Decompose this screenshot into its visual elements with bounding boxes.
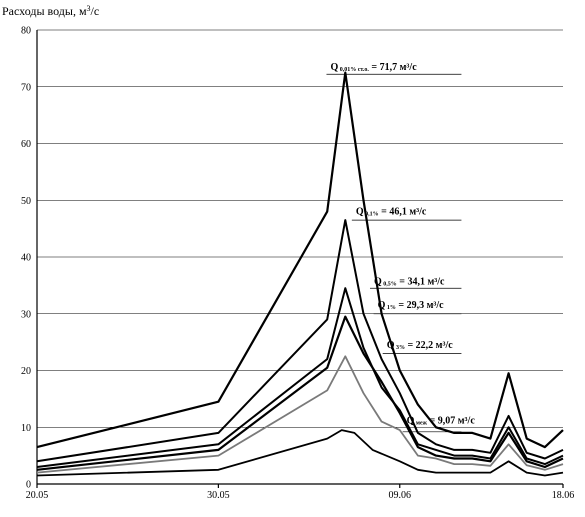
y-axis-title: Расходы воды, м3/с — [2, 4, 99, 18]
x-tick-label: 18.06 — [552, 490, 575, 501]
series-line-6 — [36, 429, 564, 477]
series-line-4 — [36, 315, 564, 471]
annotation-label: Q 0,01% ст.о. = 71,7 м³/с — [330, 62, 417, 73]
y-tick-labels: 0 10 20 30 40 50 60 70 80 — [21, 26, 31, 491]
x-tick-label: 09.06 — [389, 490, 412, 501]
annotation-label: Q 0,5% = 34,1 м³/с — [374, 276, 445, 287]
grid-lines — [37, 29, 563, 428]
annotation-label: Q 0,1% = 46,1 м³/с — [356, 207, 427, 218]
annotation-label: Q 3% = 22,2 м³/с — [387, 340, 454, 351]
axes — [36, 30, 563, 485]
series-lines — [36, 71, 564, 477]
y-tick-label: 50 — [21, 196, 31, 207]
y-tick-label: 0 — [26, 480, 31, 491]
annotation-label: Q меж = 9,07 м³/с — [407, 415, 476, 426]
y-tick-label: 70 — [21, 82, 31, 93]
annotation-label: Q 1% = 29,3 м³/с — [378, 300, 445, 311]
y-tick-label: 40 — [21, 253, 31, 264]
series-line-2 — [36, 219, 564, 463]
y-tick-label: 80 — [21, 26, 31, 37]
series-line-3 — [36, 287, 564, 468]
annotations: Q 0,01% ст.о. = 71,7 м³/с Q 0,1% = 46,1 м… — [326, 62, 476, 433]
y-tick-label: 30 — [21, 309, 31, 320]
y-tick-label: 60 — [21, 139, 31, 150]
series-line-1 — [36, 71, 564, 449]
x-tick-label: 20.05 — [26, 490, 49, 501]
x-tick-labels: 20.05 30.05 09.06 18.06 — [26, 484, 575, 501]
series-line-5 — [36, 355, 564, 474]
y-tick-label: 10 — [21, 423, 31, 434]
x-tick-label: 30.05 — [207, 490, 230, 501]
y-tick-label: 20 — [21, 366, 31, 377]
